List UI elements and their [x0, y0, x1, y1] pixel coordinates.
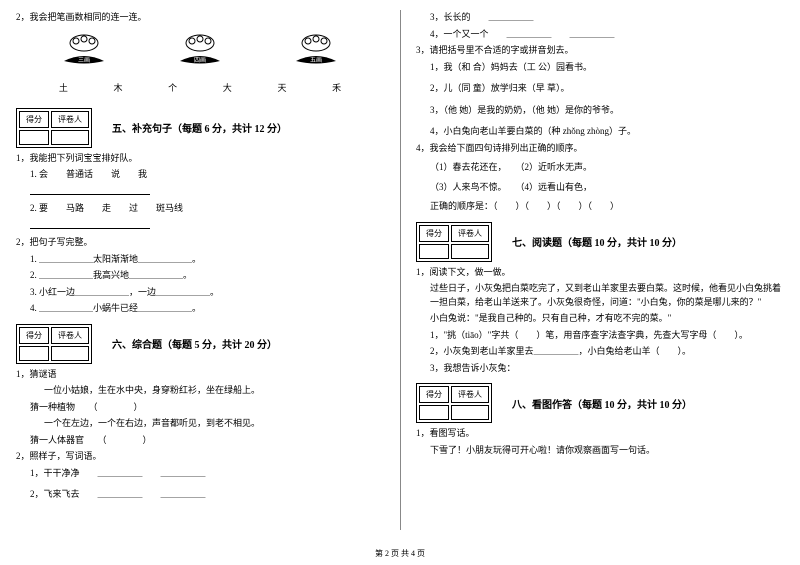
sec5-q2-4: 4. ＿＿＿＿＿＿小蜗牛已经＿＿＿＿＿＿。 — [16, 302, 384, 316]
q4: 4，一个又一个 ＿＿＿＿＿ ＿＿＿＿＿ — [416, 28, 784, 42]
section-8-title: 八、看图作答（每题 10 分，共计 10 分） — [512, 396, 692, 411]
char: 大 — [223, 81, 232, 94]
score-box: 得分评卷人 — [16, 324, 92, 364]
sec3-title: 3，请把括号里不合适的字或拼音划去。 — [416, 44, 784, 58]
section-7-title: 七、阅读题（每题 10 分，共计 10 分） — [512, 234, 682, 249]
flower-three-stroke: 三画 — [54, 31, 114, 71]
sec6-q2-2: 2，飞来飞去 ＿＿＿＿＿ ＿＿＿＿＿ — [16, 488, 384, 502]
column-divider — [400, 10, 401, 530]
sec7-l2: 2，小灰兔到老山羊家里去＿＿＿＿＿，小白兔给老山羊（ ）。 — [416, 345, 784, 359]
score-box: 得分评卷人 — [16, 108, 92, 148]
sec5-q2-1: 1. ＿＿＿＿＿＿太阳渐渐地＿＿＿＿＿＿。 — [16, 253, 384, 267]
q2-title: 2，我会把笔画数相同的连一连。 — [16, 11, 384, 25]
sec3-3: 3，（他 她）是我的奶奶，（他 她）是你的爷爷。 — [416, 104, 784, 118]
sec6-q2-1: 1，干干净净 ＿＿＿＿＿ ＿＿＿＿＿ — [16, 467, 384, 481]
sec6-q2: 2，照样子，写词语。 — [16, 450, 384, 464]
sec8-q1: 1，看图写话。 — [416, 427, 784, 441]
svg-text:四画: 四画 — [194, 57, 206, 64]
section-6-title: 六、综合题（每题 5 分，共计 20 分） — [112, 336, 277, 351]
sec4-3: 正确的顺序是：（ ）（ ）（ ）（ ） — [416, 200, 784, 214]
score-box: 得分评卷人 — [416, 383, 492, 423]
sec3-4: 4，小白兔向老山羊要白菜的（种 zhǒng zhòng）子。 — [416, 125, 784, 139]
sec7-p2: 小白兔说："是我自己种的。只有自己种，才有吃不完的菜。" — [416, 312, 784, 326]
sec7-p1: 过些日子，小灰兔把白菜吃完了，又到老山羊家里去要白菜。这时候，他看见小白兔挑着一… — [416, 282, 784, 309]
char: 禾 — [332, 81, 341, 94]
chars-row: 土 木 个 大 天 禾 — [16, 81, 384, 94]
char: 土 — [59, 81, 68, 94]
riddle-answer: 猜一人体器官 （ ） — [16, 434, 384, 448]
score-box: 得分评卷人 — [416, 222, 492, 262]
sec5-q1-2: 2. 要 马路 走 过 斑马线 — [16, 202, 384, 216]
flower-four-stroke: 四画 — [170, 31, 230, 71]
sec5-q2-3: 3. 小红一边＿＿＿＿＿＿，一边＿＿＿＿＿＿。 — [16, 286, 384, 300]
riddle-line: 一位小姑娘，生在水中央，身穿粉红衫，坐在绿船上。 — [16, 384, 384, 398]
section-5-title: 五、补充句子（每题 6 分，共计 12 分） — [112, 120, 287, 135]
riddle-line: 一个在左边，一个在右边，声音都听见，到老不相见。 — [16, 417, 384, 431]
svg-text:五画: 五画 — [310, 57, 322, 64]
sec5-q2-2: 2. ＿＿＿＿＿＿我高兴地＿＿＿＿＿＿。 — [16, 269, 384, 283]
sec3-2: 2，儿（同 童）放学归来（早 草）。 — [416, 82, 784, 96]
sec6-q1: 1，猜谜语 — [16, 368, 384, 382]
sec7-l1: 1，"挑（tiāo）"字共（ ）笔，用音序查字法查字典，先查大写字母（ ）。 — [416, 329, 784, 343]
stroke-images: 三画 四画 五画 — [16, 31, 384, 71]
flower-five-stroke: 五画 — [286, 31, 346, 71]
sec5-q1-1: 1. 会 普通话 说 我 — [16, 168, 384, 182]
answer-blank[interactable] — [30, 185, 150, 195]
char: 个 — [168, 81, 177, 94]
sec4-2: （3）人来鸟不惊。 （4）远看山有色， — [416, 181, 784, 195]
sec3-1: 1，我（和 合）妈妈去（工 公）园看书。 — [416, 61, 784, 75]
svg-text:三画: 三画 — [78, 57, 90, 64]
page-footer: 第 2 页 共 4 页 — [0, 548, 800, 559]
answer-blank[interactable] — [30, 219, 150, 229]
sec5-q2: 2，把句子写完整。 — [16, 236, 384, 250]
q3: 3，长长的 ＿＿＿＿＿ — [416, 11, 784, 25]
sec7-q1: 1，阅读下文，做一做。 — [416, 266, 784, 280]
riddle-answer: 猜一种植物 （ ） — [16, 401, 384, 415]
sec5-q1: 1，我能把下列词宝宝排好队。 — [16, 152, 384, 166]
char: 木 — [113, 81, 122, 94]
sec7-l3: 3，我想告诉小灰兔： — [416, 362, 784, 376]
char: 天 — [277, 81, 286, 94]
sec8-l1: 下雪了！小朋友玩得可开心啦！请你观察画面写一句话。 — [416, 444, 784, 458]
sec4-1: （1）春去花还在， （2）近听水无声。 — [416, 161, 784, 175]
sec4-title: 4，我会给下面四句诗排列出正确的顺序。 — [416, 142, 784, 156]
